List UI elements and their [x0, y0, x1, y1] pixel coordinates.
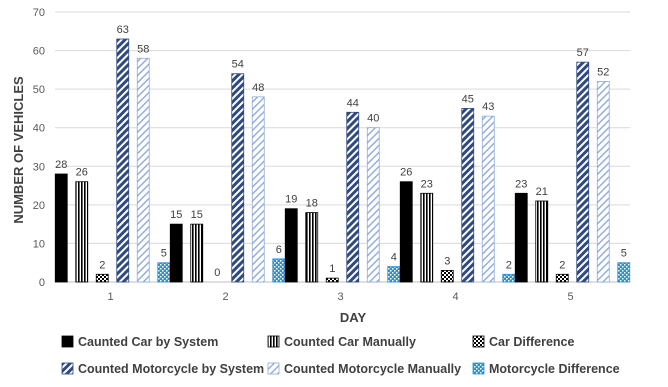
gridlines [55, 11, 630, 283]
bar [272, 258, 286, 283]
bar [190, 223, 204, 283]
data-label: 45 [462, 93, 474, 105]
y-tick-label: 70 [33, 7, 45, 19]
data-label: 15 [170, 209, 182, 221]
bar [596, 81, 610, 283]
x-tick-label: 5 [567, 291, 573, 303]
data-label: 6 [276, 244, 282, 256]
legend-swatch [267, 335, 280, 348]
data-label: 44 [347, 97, 359, 109]
legend-label: Car Difference [489, 335, 574, 349]
data-label: 57 [577, 47, 589, 59]
bar [502, 273, 516, 283]
legend-swatch [472, 362, 485, 375]
x-axis-title: DAY [340, 310, 367, 325]
bar [116, 38, 130, 283]
legend-label: Counted Motorcycle by System [78, 362, 264, 376]
data-label: 48 [252, 82, 264, 94]
legend-swatch [61, 335, 74, 348]
data-label: 63 [117, 24, 129, 36]
bar [325, 277, 339, 283]
bar [169, 223, 183, 283]
bar [420, 192, 434, 283]
bar [284, 208, 298, 283]
bar [136, 57, 150, 283]
bar [514, 192, 528, 283]
data-label: 2 [506, 259, 512, 271]
legend-swatch [61, 362, 74, 375]
data-label: 4 [391, 252, 397, 264]
data-label: 26 [76, 167, 88, 179]
y-axis-title: NUMBER OF VEHICLES [11, 76, 26, 224]
x-tick-label: 3 [337, 291, 343, 303]
y-tick-label: 20 [33, 200, 45, 212]
bar [157, 262, 171, 283]
bar [54, 173, 68, 283]
y-tick-label: 50 [33, 84, 45, 96]
bar [617, 262, 631, 283]
x-axis-ticks: 1 2 3 4 5 [107, 291, 573, 303]
data-label: 19 [285, 194, 297, 206]
data-label: 58 [137, 43, 149, 55]
data-label: 28 [55, 159, 67, 171]
bar [399, 181, 413, 283]
bar [366, 127, 380, 283]
legend: Caunted Car by System Counted Car Manuall… [61, 335, 620, 376]
legend-label: Counted Car Manually [284, 335, 416, 349]
bar [95, 273, 109, 283]
data-label: 1 [329, 263, 335, 275]
legend-label: Motorcycle Difference [489, 362, 620, 376]
data-label: 26 [400, 167, 412, 179]
bar [555, 273, 569, 283]
data-label: 5 [161, 248, 167, 260]
x-tick-label: 4 [452, 291, 458, 303]
data-label: 5 [621, 248, 627, 260]
bar [461, 108, 475, 283]
legend-label: Counted Motorcycle Manually [284, 362, 461, 376]
bar [305, 212, 319, 283]
y-tick-label: 60 [33, 46, 45, 58]
legend-swatch [267, 362, 280, 375]
bar [231, 73, 245, 283]
data-label: 2 [99, 259, 105, 271]
y-tick-label: 40 [33, 123, 45, 135]
bar [440, 270, 454, 283]
data-label: 23 [515, 178, 527, 190]
data-label: 21 [536, 186, 548, 198]
data-label: 43 [482, 101, 494, 113]
data-label: 52 [597, 66, 609, 78]
y-tick-label: 30 [33, 161, 45, 173]
x-tick-label: 1 [107, 291, 113, 303]
data-labels: 28 26 2 63 58 5 15 15 0 54 48 6 19 18 1 44 40 4 26 23 3 45 43 2… [55, 24, 627, 279]
data-label: 23 [421, 178, 433, 190]
bar [387, 266, 401, 283]
y-tick-label: 10 [33, 238, 45, 250]
legend-swatch [472, 335, 485, 348]
data-label: 2 [559, 259, 565, 271]
legend-label: Caunted Car by System [78, 335, 218, 349]
data-label: 3 [444, 255, 450, 267]
y-axis-ticks: 0 10 20 30 40 50 60 70 [33, 7, 45, 289]
bars [54, 38, 631, 283]
data-label: 18 [306, 198, 318, 210]
data-label: 15 [191, 209, 203, 221]
data-label: 54 [232, 59, 244, 71]
data-label: 0 [214, 267, 220, 279]
x-tick-label: 2 [222, 291, 228, 303]
y-tick-label: 0 [39, 277, 45, 289]
bar [346, 111, 360, 283]
bar [75, 181, 89, 283]
bar [251, 96, 265, 283]
bar [481, 115, 495, 283]
bar [535, 200, 549, 283]
data-label: 40 [367, 113, 379, 125]
bar [576, 61, 590, 283]
